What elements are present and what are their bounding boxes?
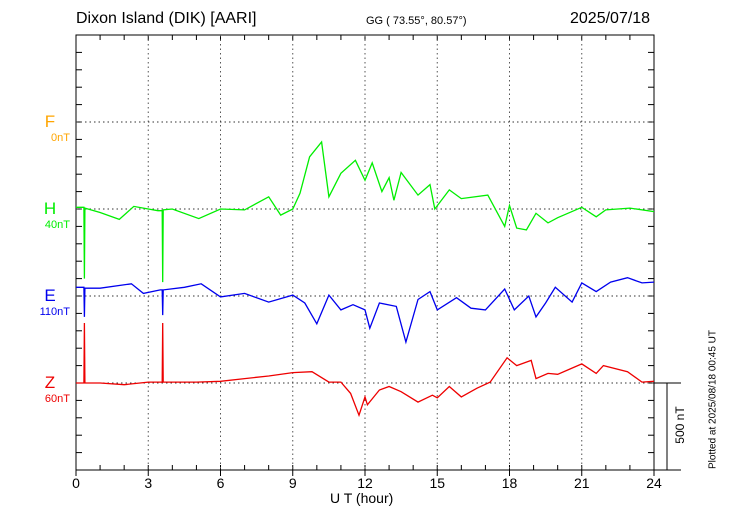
x-tick-label: 12 [357,475,373,491]
x-tick-label: 24 [646,475,662,491]
series-line-h [76,140,655,283]
component-label-e: E [44,286,55,305]
x-tick-label: 6 [217,475,225,491]
scale-bar-label: 500 nT [673,406,687,444]
series-line-z [76,322,655,418]
offset-label-e: 110nT [40,306,71,318]
geo-coords: GG ( 73.55°, 80.57°) [366,15,467,27]
offset-label-z: 60nT [45,393,70,405]
date-label: 2025/07/18 [570,10,651,27]
component-label-h: H [44,199,56,218]
x-tick-label: 0 [72,475,80,491]
x-tick-label: 21 [574,475,590,491]
x-tick-label: 18 [502,475,518,491]
x-tick-label: 3 [144,475,152,491]
offset-label-f: 0nT [51,132,70,144]
component-label-z: Z [45,373,55,392]
component-label-f: F [45,112,55,131]
x-axis-label: U T (hour) [330,490,394,506]
x-tick-label: 9 [289,475,297,491]
series-line-e [76,277,655,345]
offset-label-h: 40nT [45,219,70,231]
plotted-timestamp: Plotted at 2025/08/18 00:45 UT [707,330,719,469]
x-tick-label: 15 [429,475,445,491]
station-title: Dixon Island (DIK) [AARI] [76,10,257,27]
